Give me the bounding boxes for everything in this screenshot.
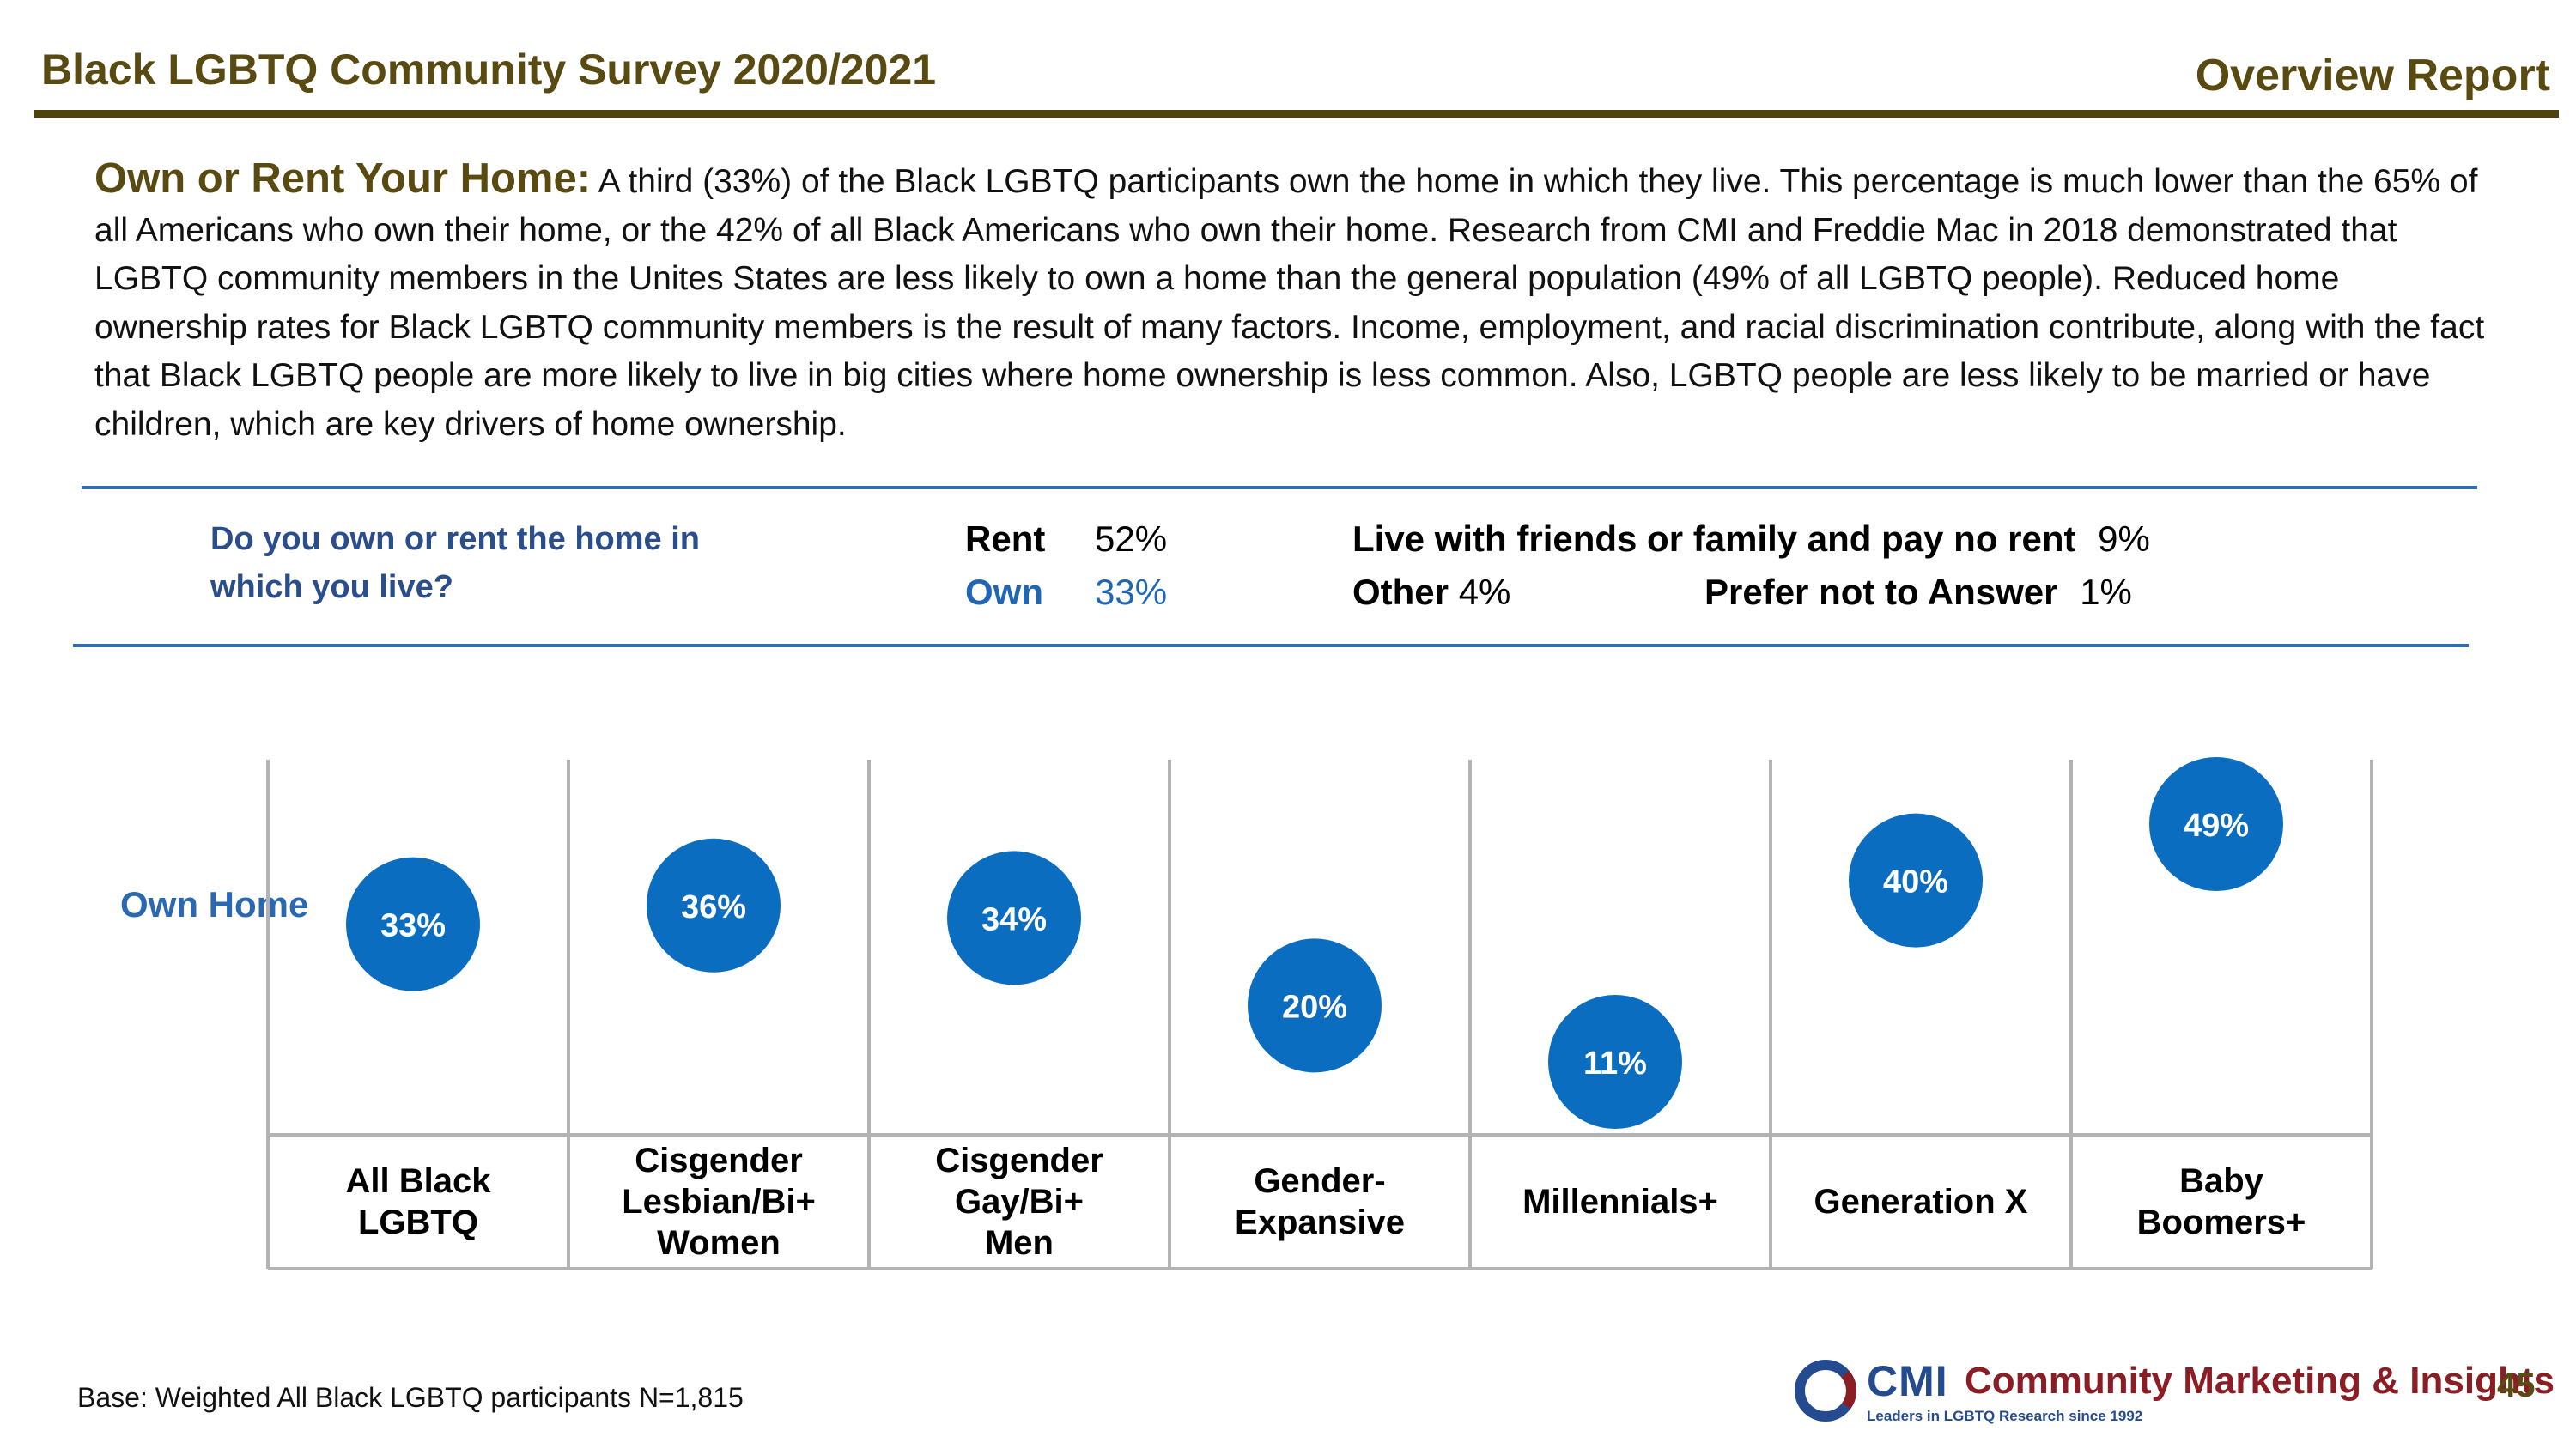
question-top-rule [82,486,2477,489]
survey-title: Black LGBTQ Community Survey 2020/2021 [41,45,937,94]
logo-company-name: Community Marketing & Insights [1965,1360,2555,1402]
y-axis-label: Own Home [120,884,309,925]
data-point [1849,813,1983,948]
data-label: 20% [1282,989,1347,1025]
data-point [947,851,1081,985]
page-number: 45 [2497,1367,2536,1404]
question-text: Do you own or rent the home in which you… [210,521,700,605]
data-label: 11% [1583,1046,1647,1082]
x-tick-label: Baby Boomers+ [2136,1162,2306,1241]
prefer-stat: Prefer not to Answer 1% [1704,572,2132,613]
base-note: Base: Weighted All Black LGBTQ participa… [77,1382,744,1413]
rent-label: Rent [965,518,1046,559]
data-point [647,838,781,973]
data-label: 34% [981,901,1047,937]
x-tick-label: Gender- Expansive [1235,1162,1405,1241]
other-value: 4% [1458,572,1511,612]
intro-text: A third (33%) of the Black LGBTQ partici… [94,163,2485,443]
data-point [1548,995,1682,1129]
x-tick-label: Generation X [1814,1183,2028,1221]
data-label: 49% [2184,808,2249,844]
friends-label: Live with friends or family and pay no r… [1352,518,2076,559]
header-divider [34,110,2559,118]
data-point [1248,938,1382,1073]
cmi-logo-mark-icon [1795,1360,1856,1422]
logo-tagline: Leaders in LGBTQ Research since 1992 [1867,1408,2143,1424]
logo-cmi-text: CMI [1867,1357,1948,1405]
own-label: Own [965,572,1043,612]
own-stat: Own [965,572,1043,613]
x-tick-label: Millennials+ [1522,1183,1718,1221]
data-label: 40% [1883,864,1948,900]
prefer-value: 1% [2080,572,2132,612]
prefer-label: Prefer not to Answer [1704,572,2058,612]
own-value: 33% [1095,572,1168,612]
friends-value: 9% [2098,518,2150,559]
intro-paragraph: Own or Rent Your Home: A third (33%) of … [94,155,2490,449]
rent-stat: Rent [965,518,1045,560]
data-point [346,857,480,991]
other-stat: Other 4% [1352,572,1510,613]
data-label: 33% [380,908,446,944]
other-label: Other [1352,572,1449,612]
x-tick-label: Cisgender Gay/Bi+ Men [935,1142,1103,1262]
intro-lead: Own or Rent Your Home: [94,155,592,202]
report-title: Overview Report [2195,51,2550,100]
x-tick-label: Cisgender Lesbian/Bi+ Women [622,1142,816,1262]
rent-value: 52% [1095,518,1168,559]
friends-stat: Live with friends or family and pay no r… [1352,518,2150,560]
data-point [2149,757,2283,891]
question-bottom-rule [73,644,2469,647]
x-tick-label: All Black LGBTQ [345,1162,491,1241]
cmi-logo: CMI Community Marketing & Insights Leade… [1793,1356,2555,1425]
data-label: 36% [681,889,746,925]
